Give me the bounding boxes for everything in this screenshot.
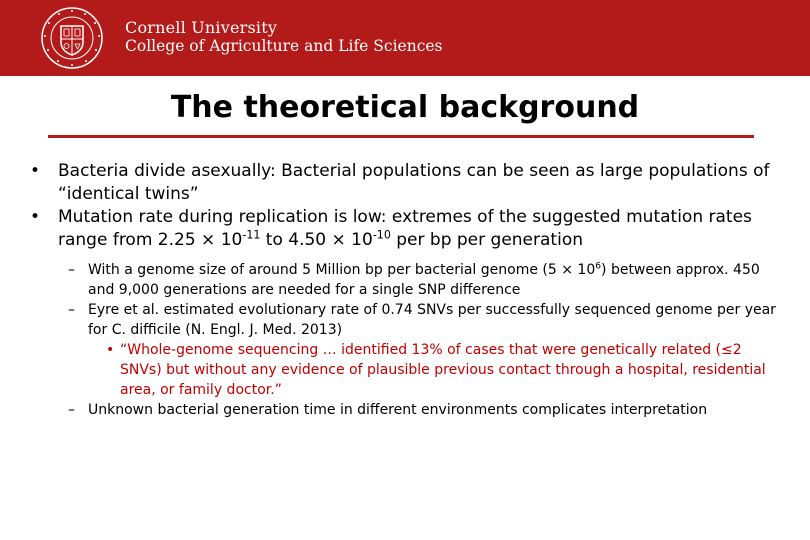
institution-name: Cornell University College of Agricultur…	[125, 18, 443, 56]
bullet-item: • Mutation rate during replication is lo…	[30, 206, 778, 252]
dash-marker: –	[68, 402, 75, 418]
sub-bullet-item: – With a genome size of around 5 Million…	[58, 260, 778, 300]
quote-text: “Whole-genome sequencing … identified 13…	[120, 342, 766, 398]
exponent: -10	[372, 228, 391, 242]
exponent: 6	[595, 261, 602, 272]
title-underline	[48, 135, 754, 138]
sub-bullet-list: – With a genome size of around 5 Million…	[30, 260, 778, 420]
bullet-text-part: to 4.50 × 10	[260, 230, 373, 250]
quote-bullet-item: • “Whole-genome sequencing … identified …	[88, 340, 778, 400]
header-bar: Cornell University College of Agricultur…	[0, 0, 810, 76]
bullet-text-part: per bp per generation	[390, 230, 583, 250]
university-name: Cornell University	[125, 18, 278, 37]
sub-bullet-text-part: ) between approx. 450 and 9,000 generati…	[88, 262, 760, 298]
bullet-dot: •	[30, 207, 41, 227]
sub-bullet-item: – Eyre et al. estimated evolutionary rat…	[58, 300, 778, 340]
bullet-item: • Bacteria divide asexually: Bacterial p…	[30, 160, 778, 206]
bullet-dot: •	[30, 161, 41, 181]
sub-bullet-item: – Unknown bacterial generation time in d…	[58, 400, 778, 420]
college-name: College of Agriculture and Life Sciences	[125, 37, 443, 55]
exponent: -11	[242, 228, 261, 242]
slide-body: • Bacteria divide asexually: Bacterial p…	[30, 160, 778, 420]
sub-bullet-text-part: With a genome size of around 5 Million b…	[88, 262, 596, 278]
bullet-text-part: Mutation rate during replication is low:…	[58, 207, 752, 250]
dash-marker: –	[68, 302, 75, 318]
bullet-text: Bacteria divide asexually: Bacterial pop…	[58, 161, 770, 204]
slide-title: The theoretical background	[170, 90, 640, 125]
cornell-seal-logo	[41, 7, 103, 69]
sub-bullet-text: Unknown bacterial generation time in dif…	[88, 402, 708, 418]
dash-marker: –	[68, 262, 75, 278]
sub-bullet-text: Eyre et al. estimated evolutionary rate …	[88, 302, 776, 338]
bullet-dot: •	[106, 342, 115, 358]
bullet-list: • Bacteria divide asexually: Bacterial p…	[30, 160, 778, 252]
